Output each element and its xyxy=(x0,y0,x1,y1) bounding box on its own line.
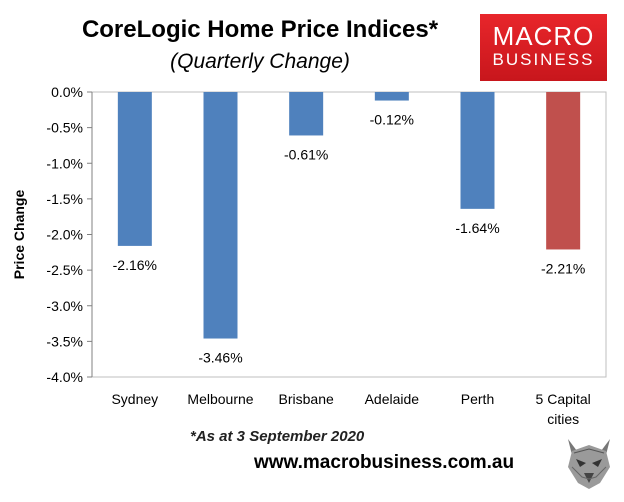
data-label: -0.12% xyxy=(370,112,414,128)
category-label: Adelaide xyxy=(365,391,420,407)
category-label: Melbourne xyxy=(187,391,253,407)
plot-area xyxy=(91,91,607,378)
data-label: -2.21% xyxy=(541,260,585,276)
y-tick-label: -4.0% xyxy=(46,369,83,385)
bar xyxy=(117,92,152,246)
website-url: www.macrobusiness.com.au xyxy=(254,452,515,473)
data-label: -3.46% xyxy=(198,350,242,366)
category-label: cities xyxy=(547,411,579,427)
macrobusiness-logo: MACRO BUSINESS xyxy=(480,14,607,81)
data-label: -2.16% xyxy=(113,257,157,273)
y-tick-label: -2.5% xyxy=(46,262,83,278)
category-label: Sydney xyxy=(111,391,158,407)
data-label: -1.64% xyxy=(455,220,499,236)
y-tick-label: -1.0% xyxy=(46,155,83,171)
y-tick-label: -0.5% xyxy=(46,120,83,136)
logo-line-macro: MACRO xyxy=(492,21,595,51)
chart-subtitle: (Quarterly Change) xyxy=(170,50,350,73)
category-label: Brisbane xyxy=(279,391,334,407)
y-tick-label: 0.0% xyxy=(51,84,83,100)
footnote: *As at 3 September 2020 xyxy=(190,428,365,445)
y-tick-label: -3.5% xyxy=(46,333,83,349)
bar xyxy=(546,92,581,250)
y-tick-label: -2.0% xyxy=(46,227,83,243)
logo-line-business: BUSINESS xyxy=(492,50,595,69)
bar xyxy=(374,92,409,101)
wolf-icon xyxy=(560,433,618,491)
y-axis-label: Price Change xyxy=(11,190,27,280)
bar xyxy=(203,92,238,339)
bar xyxy=(289,92,324,136)
category-label: 5 Capital xyxy=(536,391,591,407)
y-tick-label: -1.5% xyxy=(46,191,83,207)
category-label: Perth xyxy=(461,391,494,407)
bar xyxy=(460,92,495,209)
y-tick-label: -3.0% xyxy=(46,298,83,314)
data-label: -0.61% xyxy=(284,146,328,162)
chart-title: CoreLogic Home Price Indices* xyxy=(81,16,439,43)
